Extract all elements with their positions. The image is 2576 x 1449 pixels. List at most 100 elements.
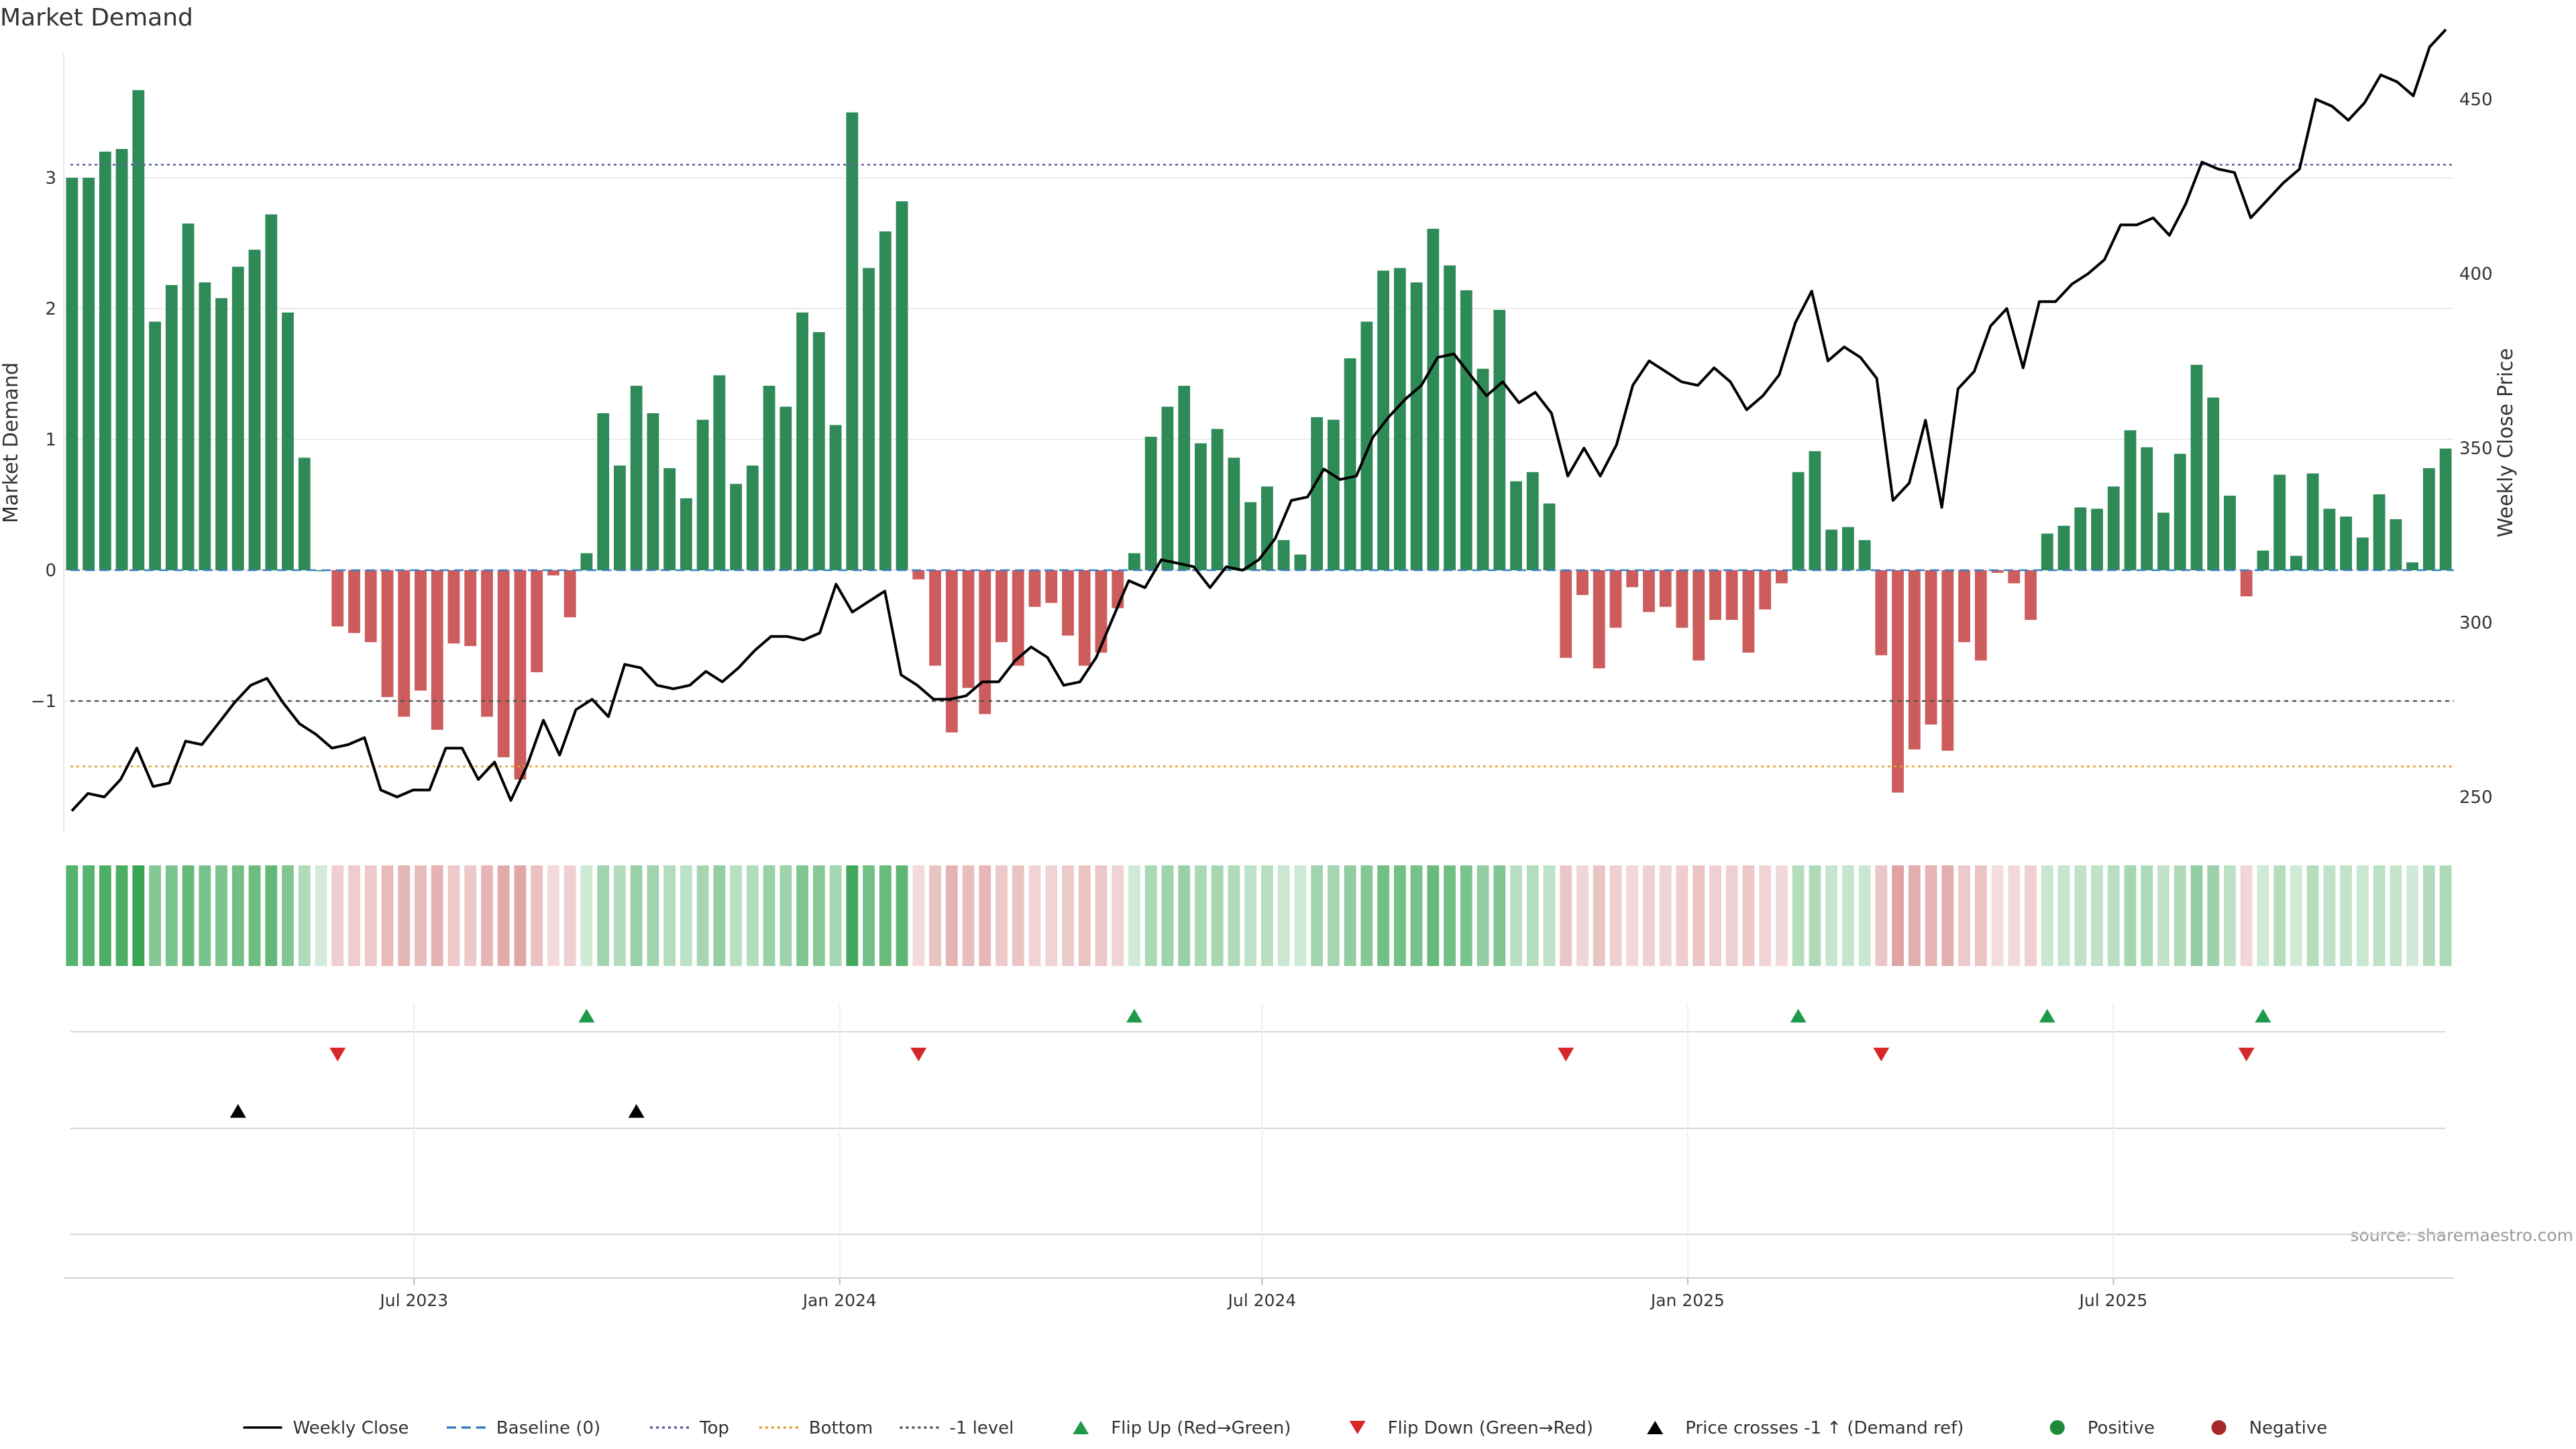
legend-label: Weekly Close [293, 1418, 409, 1438]
strip-cell [182, 865, 195, 966]
strip-cell [2207, 865, 2220, 966]
strip-cell [2306, 865, 2319, 966]
demand-bar [1792, 472, 1805, 570]
demand-bar [680, 498, 692, 570]
y-tick-label: 3 [45, 168, 56, 189]
price-cross-marker [229, 1104, 246, 1118]
strip-cell [1841, 865, 1854, 966]
strip-cell [398, 865, 411, 966]
strip-cell [1477, 865, 1489, 966]
demand-bar [1626, 570, 1639, 588]
strip-cell [746, 865, 759, 966]
legend-label: Price crosses -1 ↑ (Demand ref) [1685, 1418, 1964, 1438]
demand-bar [863, 268, 875, 570]
strip-cell [83, 865, 95, 966]
strip-cell [2008, 865, 2021, 966]
demand-bar [2041, 533, 2053, 570]
strip-cell [1112, 865, 1124, 966]
weekly-close-series [70, 28, 2447, 812]
demand-bar [265, 214, 278, 571]
demand-bar [1908, 570, 1921, 750]
strip-cell [996, 865, 1008, 966]
demand-bar [564, 570, 576, 618]
strip-cell [2357, 865, 2369, 966]
strip-cell [1228, 865, 1240, 966]
strip-cell [1161, 865, 1174, 966]
strip-cell [1344, 865, 1356, 966]
demand-bar [597, 413, 610, 570]
demand-bar [398, 570, 411, 717]
demand-bar [663, 468, 676, 570]
strip-cell [829, 865, 842, 966]
strip-cell [132, 865, 145, 966]
demand-bar [231, 266, 244, 570]
demand-bar [829, 425, 842, 570]
demand-bars [66, 90, 2452, 793]
legend-item: Bottom [759, 1418, 873, 1438]
demand-bar [580, 553, 593, 570]
demand-bar [1260, 486, 1273, 570]
demand-bar [2207, 397, 2220, 570]
strip-cell [1792, 865, 1805, 966]
strip-cell [630, 865, 643, 966]
strip-cell [2041, 865, 2053, 966]
x-tick-label: Jul 2024 [1227, 1291, 1297, 1310]
legend-triangle-down-icon [1349, 1421, 1366, 1434]
strip-cell [99, 865, 111, 966]
strip-cell [2422, 865, 2435, 966]
demand-bar [1858, 540, 1871, 570]
strip-cell [66, 865, 78, 966]
strip-cell [2107, 865, 2120, 966]
strip-cell [962, 865, 975, 966]
demand-bar [730, 484, 743, 570]
price-cross-marker [628, 1104, 645, 1118]
legend-item: Positive [2049, 1418, 2155, 1438]
demand-bar [1377, 270, 1389, 570]
demand-bar [447, 570, 460, 644]
strip-cell [1941, 865, 1954, 966]
demand-bar [381, 570, 394, 698]
demand-bar [1593, 570, 1605, 669]
legend-item: Baseline (0) [446, 1418, 600, 1438]
strip-cell [1560, 865, 1572, 966]
strip-cell [464, 865, 477, 966]
strip-cell [265, 865, 278, 966]
strip-cell [2373, 865, 2385, 966]
strip-cell [1709, 865, 1721, 966]
strip-cell [2091, 865, 2103, 966]
demand-bar [2439, 448, 2452, 570]
weekly-close-line [70, 28, 2447, 812]
strip-cell [1676, 865, 1688, 966]
demand-bar [531, 570, 543, 673]
strip-cell [780, 865, 792, 966]
demand-bar [1112, 570, 1124, 608]
demand-bar [1510, 481, 1522, 570]
strip-cell [415, 865, 427, 966]
demand-bar [1643, 570, 1655, 612]
strip-cell [879, 865, 892, 966]
y2-tick-label: 400 [2459, 264, 2493, 284]
strip-cell [381, 865, 394, 966]
demand-bar [1028, 570, 1041, 607]
event-markers [64, 1003, 2454, 1279]
legend-circle-icon [2211, 1420, 2226, 1435]
strip-cell [1078, 865, 1091, 966]
demand-bar [2124, 430, 2137, 570]
demand-bar [2224, 495, 2236, 570]
demand-bar [1576, 570, 1589, 596]
demand-bar [2357, 537, 2369, 570]
strip-cell [1377, 865, 1389, 966]
strip-cell [2074, 865, 2087, 966]
demand-bar [2107, 486, 2120, 570]
flip-up-marker [578, 1008, 595, 1023]
demand-bar [2340, 517, 2353, 570]
strip-cell [1725, 865, 1738, 966]
demand-bar [1759, 570, 1772, 610]
demand-bar [1775, 570, 1788, 584]
demand-bar [1991, 570, 2004, 573]
demand-bar [1742, 570, 1755, 653]
flip-down-marker [2238, 1047, 2255, 1062]
flip-down-marker [1873, 1047, 1890, 1062]
demand-bar [199, 282, 211, 570]
demand-bar [282, 312, 294, 570]
